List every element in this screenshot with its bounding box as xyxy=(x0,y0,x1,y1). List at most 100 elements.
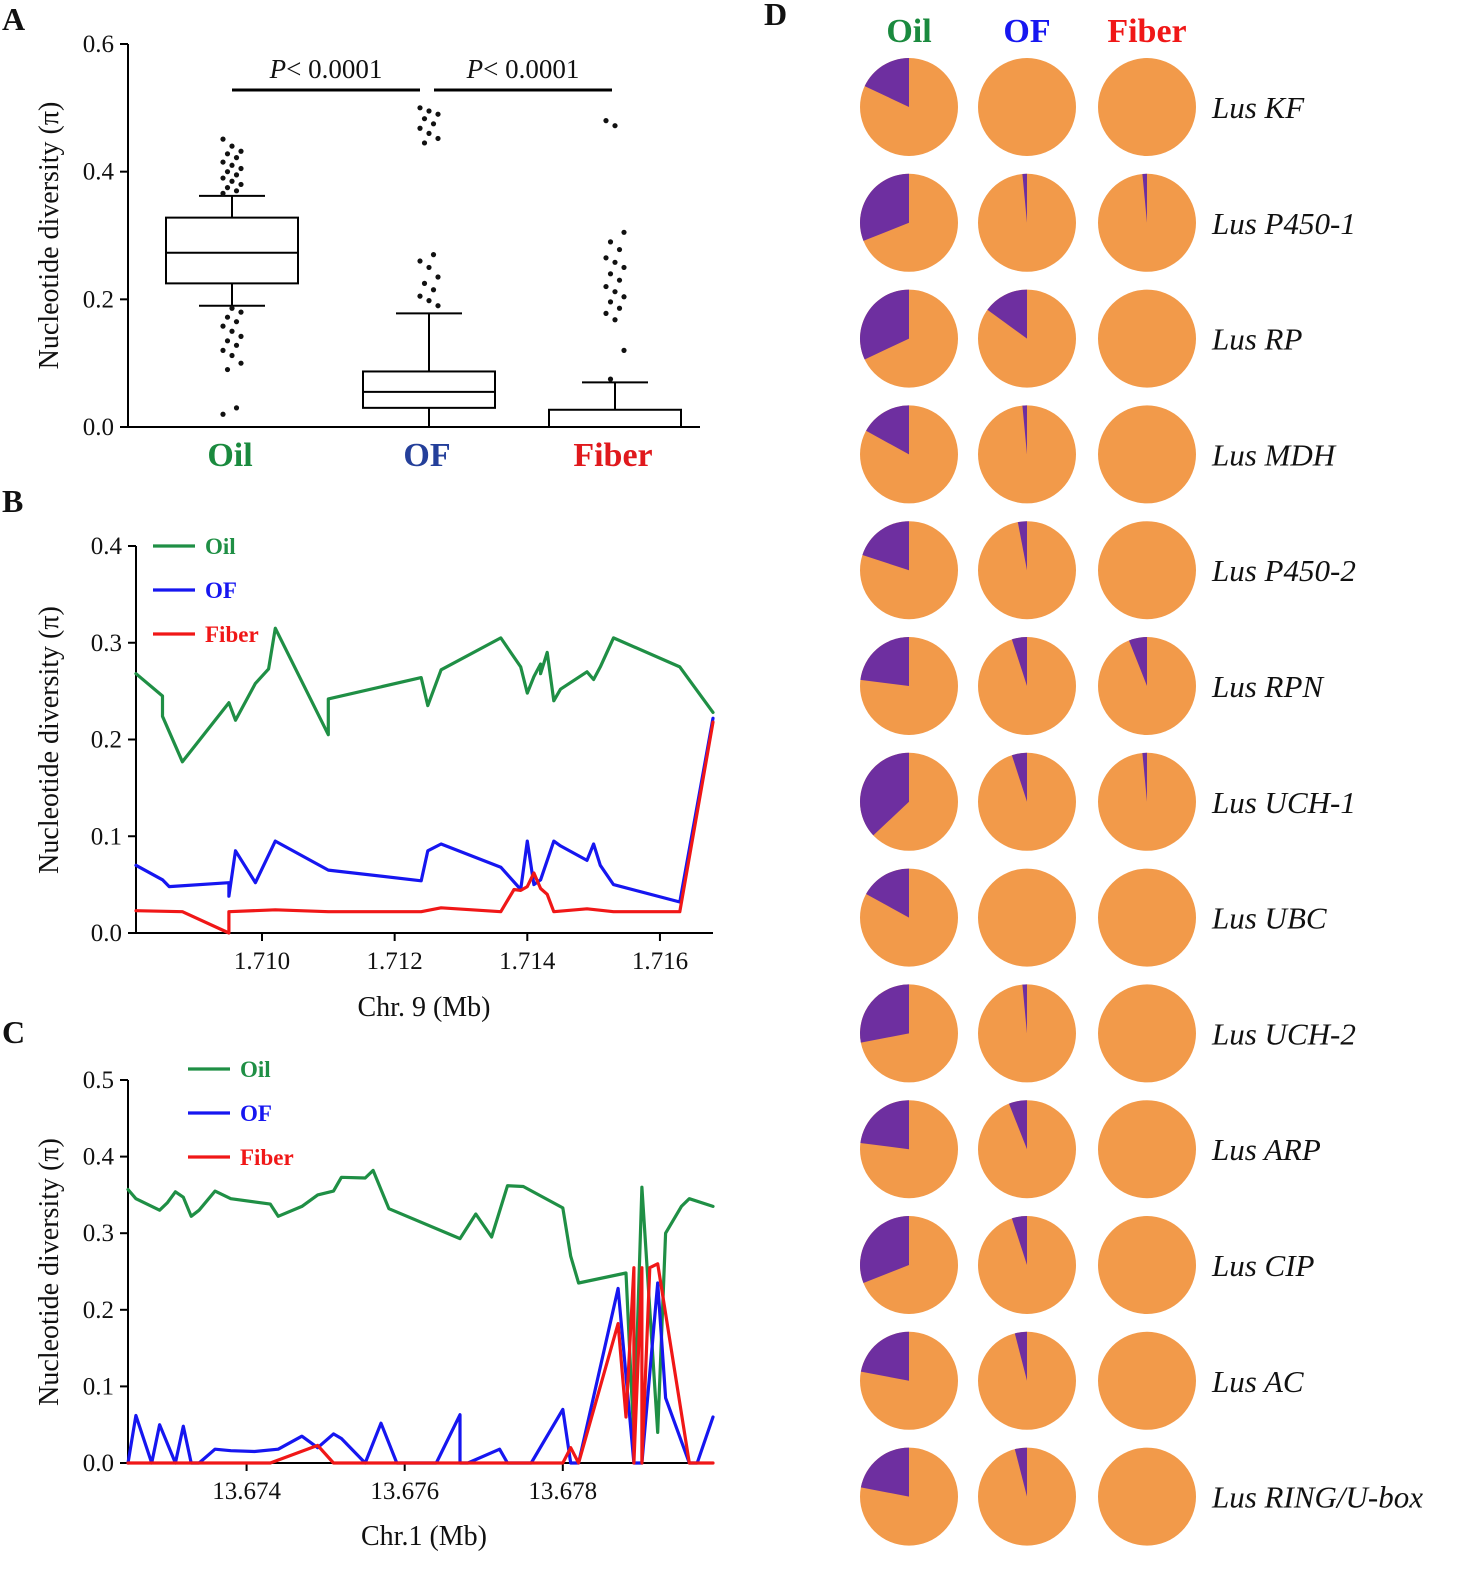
legend-label-of: OF xyxy=(240,1101,272,1126)
pie-slice-minor xyxy=(866,868,909,918)
outlier-point xyxy=(417,258,423,264)
pie-slice-minor xyxy=(1011,752,1027,802)
category-label-fiber: Fiber xyxy=(573,437,652,474)
outlier-point xyxy=(233,319,240,325)
outlier-point xyxy=(233,405,240,411)
outlier-point xyxy=(607,239,614,245)
x-tick-label-c: 13.674 xyxy=(212,1478,281,1505)
p-value-text: < 0.0001 xyxy=(286,54,382,84)
p-symbol: P xyxy=(466,54,484,84)
outlier-point xyxy=(607,376,614,382)
outlier-point xyxy=(435,135,441,142)
outlier-point xyxy=(417,105,423,111)
panel-label-d: D xyxy=(764,0,787,32)
y-tick-label-a: 0.4 xyxy=(83,159,115,186)
outlier-point xyxy=(238,181,244,188)
legend-label-oil: Oil xyxy=(205,534,236,559)
y-tick-label-a: 0.0 xyxy=(83,414,114,441)
gene-label: Lus RING/U-box xyxy=(1211,1480,1423,1515)
outlier-point xyxy=(229,143,235,149)
outlier-point xyxy=(233,188,240,194)
x-axis-label-b: Chr. 9 (Mb) xyxy=(358,992,491,1023)
outlier-point xyxy=(224,366,231,373)
pie-slice-major xyxy=(1098,1447,1196,1546)
y-tick-label-c: 0.3 xyxy=(83,1220,114,1247)
outlier-point xyxy=(603,118,609,124)
gene-label: Lus ARP xyxy=(1211,1132,1321,1167)
x-axis-label-c: Chr.1 (Mb) xyxy=(361,1521,487,1552)
pie-slice-minor xyxy=(859,289,909,360)
gene-label: Lus P450-1 xyxy=(1211,206,1356,241)
pie-slice-minor xyxy=(1014,1447,1027,1497)
pie-slice-minor xyxy=(1022,173,1027,223)
outlier-point xyxy=(224,169,231,175)
outlier-point xyxy=(417,125,423,131)
series-line-oil xyxy=(126,1168,715,1442)
pie-slice-minor xyxy=(859,173,909,241)
outlier-point xyxy=(612,259,618,265)
pie-slice-minor xyxy=(866,405,909,455)
pie-slice-major xyxy=(1098,289,1196,388)
outlier-point xyxy=(607,271,614,277)
gene-label: Lus UCH-1 xyxy=(1211,785,1356,820)
pie-slice-minor xyxy=(1022,984,1027,1034)
pie-slice-major xyxy=(1098,868,1196,967)
legend-label-of: OF xyxy=(205,578,237,603)
outlier-point xyxy=(430,287,437,293)
y-axis-label-a: Nucleotide diversity (π) xyxy=(34,102,65,370)
pie-column-header-of: OF xyxy=(1003,13,1050,50)
x-tick-label-b: 1.716 xyxy=(632,948,688,975)
outlier-point xyxy=(426,298,432,304)
x-tick-label-c: 13.678 xyxy=(528,1478,597,1505)
series-line-of xyxy=(126,1281,715,1465)
panel-d-pie-grid: Oil OF Fiber Lus KF Lus P450-1 Lus RP Lus MDH L… xyxy=(859,13,1423,1546)
pie-slice-minor xyxy=(860,984,909,1043)
pie-slice-minor xyxy=(987,289,1027,339)
outlier-point xyxy=(229,305,235,311)
x-tick-label-b: 1.714 xyxy=(499,948,556,975)
outlier-point xyxy=(220,175,226,181)
outlier-point xyxy=(224,338,231,344)
pie-slice-minor xyxy=(1142,752,1147,802)
gene-label: Lus MDH xyxy=(1211,437,1337,472)
y-tick-label-a: 0.2 xyxy=(83,286,114,313)
outlier-point xyxy=(229,352,235,359)
pie-slice-minor xyxy=(860,1447,909,1497)
y-tick-label-b: 0.3 xyxy=(91,630,122,657)
x-tick-label-b: 1.712 xyxy=(367,948,423,975)
outlier-point xyxy=(220,323,226,329)
pie-slice-minor xyxy=(1011,637,1027,686)
outlier-point xyxy=(224,314,231,320)
p-symbol: P xyxy=(269,54,287,84)
pie-slice-minor xyxy=(1011,1216,1027,1265)
pie-slice-major xyxy=(978,58,1076,156)
outlier-point xyxy=(607,299,614,305)
pie-slice-minor xyxy=(862,521,909,571)
outlier-point xyxy=(229,162,235,168)
gene-label: Lus UCH-2 xyxy=(1211,1016,1356,1051)
panel-b-line-chart: 0.0 0.1 0.2 0.3 0.4 1.710 1.712 1.714 1.716 Nucle… xyxy=(34,533,715,1023)
pie-slice-major xyxy=(1098,405,1196,504)
outlier-point xyxy=(220,159,226,165)
outlier-point xyxy=(238,309,244,315)
gene-label: Lus RP xyxy=(1211,322,1302,357)
outlier-point xyxy=(421,280,428,286)
outlier-point xyxy=(220,347,226,353)
outlier-point xyxy=(224,185,231,191)
pie-slice-minor xyxy=(1142,173,1147,223)
gene-label: Lus AC xyxy=(1211,1364,1304,1399)
outlier-point xyxy=(430,121,437,127)
outlier-point xyxy=(612,317,618,323)
outlier-point xyxy=(229,178,235,184)
outlier-point xyxy=(220,411,226,417)
legend-label-fiber: Fiber xyxy=(240,1145,294,1170)
outlier-point xyxy=(229,328,235,334)
outlier-point xyxy=(238,165,244,172)
panel-a-boxplot: 0.0 0.2 0.4 0.6 Nucleotide diversity (π) Oil O… xyxy=(34,31,700,474)
pie-slice-minor xyxy=(860,637,909,686)
series-line-fiber xyxy=(134,720,715,935)
outlier-point xyxy=(224,151,231,157)
pie-slice-minor xyxy=(860,1100,909,1150)
outlier-point xyxy=(621,294,627,300)
